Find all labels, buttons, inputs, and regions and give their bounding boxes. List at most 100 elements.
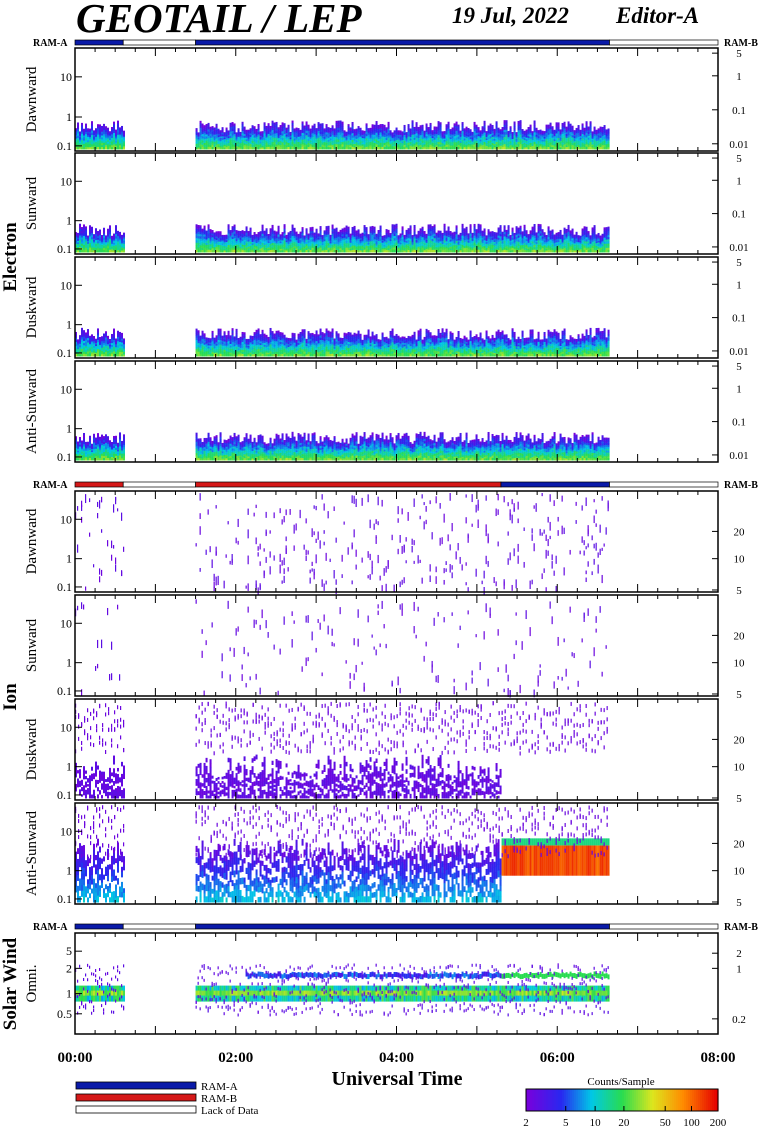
right-tick-label: 20 (734, 838, 746, 850)
left-tick-label: 2 (66, 961, 72, 975)
left-tick-label: 1 (66, 760, 72, 774)
left-tick-label: 0.1 (57, 892, 72, 906)
right-tick-label: 1 (736, 175, 742, 187)
right-tick-label: 0.01 (729, 450, 748, 462)
left-tick-label: 10 (60, 382, 72, 396)
panel-frame (74, 490, 719, 593)
x-tick-label: 08:00 (701, 1050, 736, 1066)
panel-label: Dawnward (24, 508, 40, 574)
right-tick-label: 0.01 (729, 139, 748, 151)
status-segment (122, 39, 196, 46)
left-tick-label: 1 (66, 422, 72, 436)
group-label: Solar Wind (0, 937, 21, 1030)
right-tick-label: 10 (734, 866, 746, 878)
right-tick-label: 5 (736, 793, 742, 805)
panel-frame (74, 594, 719, 697)
group-label: Ion (0, 683, 21, 711)
left-tick-label: 1 (66, 552, 72, 566)
x-axis-label: Universal Time (332, 1068, 463, 1090)
left-tick-label: 10 (60, 720, 72, 734)
right-tick-label: 0.01 (729, 242, 748, 254)
colorbar-tick-label: 200 (710, 1117, 727, 1128)
left-tick-label: 10 (60, 512, 72, 526)
colorbar-tick-label: 2 (523, 1117, 529, 1128)
left-tick-label: 10 (60, 174, 72, 188)
left-tick-label: 0.1 (57, 580, 72, 594)
panel-label: Sunward (24, 618, 40, 672)
right-tick-label: 0.01 (729, 346, 748, 358)
legend-swatch-ram-a (75, 1081, 197, 1090)
right-tick-label: 0.1 (732, 313, 746, 325)
legend-label-lack: Lack of Data (201, 1105, 259, 1117)
right-tick-label: 0.1 (732, 209, 746, 221)
left-tick-label: 5 (66, 944, 72, 958)
right-tick-label: 10 (734, 658, 746, 670)
status-segment (122, 923, 196, 930)
right-tick-label: 0.1 (732, 105, 746, 117)
panel-label: Duskward (24, 276, 40, 338)
left-tick-label: 10 (60, 278, 72, 292)
status-bar-left-label: RAM-A (33, 922, 68, 933)
right-tick-label: 5 (736, 689, 742, 701)
right-tick-label: 20 (734, 734, 746, 746)
colorbar-tick-label: 20 (618, 1117, 630, 1128)
panel-label: Anti-Sunward (24, 369, 40, 454)
right-tick-label: 5 (736, 257, 742, 269)
left-tick-label: 1 (66, 987, 72, 1001)
right-tick-label: 5 (736, 585, 742, 597)
status-bar-left-label: RAM-A (33, 38, 68, 49)
status-segment (74, 39, 124, 46)
panel-label: Omni. (24, 965, 40, 1003)
x-tick-label: 06:00 (540, 1050, 575, 1066)
status-segment (195, 923, 610, 930)
left-tick-label: 1 (66, 656, 72, 670)
left-tick-label: 1 (66, 318, 72, 332)
legend-swatch-lack (75, 1105, 197, 1114)
status-segment (195, 481, 502, 488)
status-bar-right-label: RAM-B (724, 480, 758, 491)
panel-frame (74, 932, 719, 1035)
right-tick-label: 5 (736, 361, 742, 373)
spectrogram-heat-layer (75, 120, 719, 1111)
right-tick-label: 5 (736, 48, 742, 60)
right-tick-label: 0.2 (732, 1014, 746, 1026)
status-segment (74, 481, 124, 488)
colorbar-tick-label: 5 (563, 1117, 569, 1128)
status-bar-right-label: RAM-B (724, 922, 758, 933)
left-tick-label: 0.1 (57, 788, 72, 802)
left-tick-label: 0.1 (57, 346, 72, 360)
status-segment (122, 481, 196, 488)
panel-label: Duskward (24, 718, 40, 780)
status-segment (609, 481, 719, 488)
panel-label: Sunward (24, 176, 40, 230)
legend-label-ram-b: RAM-B (201, 1093, 237, 1105)
right-tick-label: 1 (736, 279, 742, 291)
status-segment (609, 923, 719, 930)
status-segment (609, 39, 719, 46)
right-tick-label: 1 (736, 71, 742, 83)
left-tick-label: 0.1 (57, 242, 72, 256)
legend-swatch-ram-b (75, 1093, 197, 1102)
colorbar-tick-label: 50 (660, 1117, 672, 1128)
right-tick-label: 0.1 (732, 417, 746, 429)
left-tick-label: 1 (66, 214, 72, 228)
left-tick-label: 0.1 (57, 450, 72, 464)
x-tick-label: 04:00 (379, 1050, 414, 1066)
left-tick-label: 10 (60, 70, 72, 84)
status-bar-left-label: RAM-A (33, 480, 68, 491)
chart-editor: Editor-A (616, 3, 700, 28)
left-tick-label: 0.1 (57, 139, 72, 153)
right-tick-label: 5 (736, 897, 742, 909)
status-bar-right-label: RAM-B (724, 38, 758, 49)
right-tick-label: 10 (734, 762, 746, 774)
colorbar-tick-label: 100 (683, 1117, 700, 1128)
colorbar-tick-label: 10 (590, 1117, 602, 1128)
x-tick-label: 00:00 (58, 1050, 93, 1066)
right-tick-label: 10 (734, 554, 746, 566)
legend-label-ram-a: RAM-A (201, 1081, 238, 1093)
group-label: Electron (0, 222, 21, 292)
left-tick-label: 0.5 (57, 1007, 72, 1021)
right-tick-label: 20 (734, 630, 746, 642)
chart-title: GEOTAIL / LEP (76, 0, 362, 41)
